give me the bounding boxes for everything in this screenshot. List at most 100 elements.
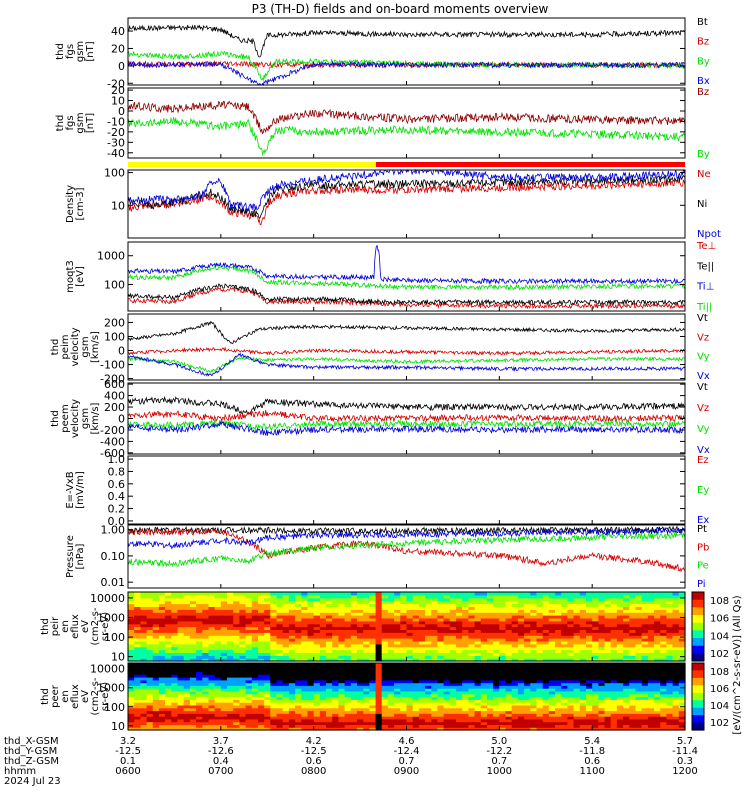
spectrogram-cell bbox=[586, 620, 593, 625]
spectrogram-cell bbox=[561, 635, 568, 639]
spectrogram-cell bbox=[641, 693, 649, 698]
spectrogram-cell bbox=[635, 597, 643, 602]
spectrogram-cell bbox=[227, 629, 234, 633]
spectrogram-cell bbox=[654, 696, 661, 700]
spectrogram-cell bbox=[610, 600, 618, 605]
spectrogram-cell bbox=[468, 724, 476, 728]
spectrogram-cell bbox=[548, 655, 556, 659]
spectrogram-cell bbox=[214, 693, 222, 698]
spectrogram-cell bbox=[474, 710, 482, 714]
spectrogram-cell bbox=[635, 674, 643, 678]
spectrogram-cell bbox=[425, 652, 432, 656]
spectrogram-cell bbox=[474, 623, 482, 628]
spectrogram-cell bbox=[245, 696, 253, 700]
spectrogram-cell bbox=[239, 609, 247, 613]
spectrogram-cell bbox=[264, 632, 271, 636]
spectrogram-cell bbox=[264, 702, 271, 706]
spectrogram-cell bbox=[678, 663, 686, 667]
spectrogram-cell bbox=[251, 724, 259, 728]
spectrogram-cell bbox=[524, 594, 531, 599]
spectrogram-cell bbox=[579, 679, 587, 684]
spectrogram-cell bbox=[666, 635, 674, 639]
spectrogram-cell bbox=[171, 713, 179, 717]
spectrogram-cell bbox=[542, 620, 550, 625]
spectrogram-cell bbox=[375, 718, 383, 723]
spectrogram-cell bbox=[369, 594, 377, 599]
spectrogram-cell bbox=[573, 688, 581, 692]
spectrogram-cell bbox=[375, 617, 383, 622]
spectrogram-cell bbox=[146, 603, 154, 607]
spectrogram-cell bbox=[517, 635, 525, 639]
spectrogram-cell bbox=[431, 710, 439, 714]
spectrogram-cell bbox=[282, 594, 290, 599]
spectrogram-cell bbox=[350, 655, 358, 659]
spectrogram-cell bbox=[319, 713, 327, 717]
spectrogram-cell bbox=[319, 696, 327, 700]
spectrogram-cell bbox=[307, 668, 315, 672]
spectrogram-cell bbox=[344, 623, 352, 628]
spectrogram-cell bbox=[530, 594, 538, 599]
spectrogram-cell bbox=[332, 612, 339, 616]
spectrogram-cell bbox=[233, 707, 240, 712]
spectrogram-cell bbox=[177, 609, 185, 613]
spectrogram-cell bbox=[412, 671, 420, 675]
spectrogram-cell bbox=[134, 677, 141, 681]
spectrogram-cell bbox=[499, 707, 507, 712]
spectrogram-cell bbox=[536, 603, 544, 607]
spectrogram-cell bbox=[220, 600, 228, 605]
spectrogram-cell bbox=[511, 649, 519, 653]
spectrogram-cell bbox=[171, 658, 179, 662]
spectrogram-cell bbox=[171, 693, 179, 698]
spectrogram-cell bbox=[505, 635, 513, 639]
spectrogram-cell bbox=[412, 721, 420, 725]
spectrogram-cell bbox=[505, 594, 513, 599]
spectrogram-cell bbox=[307, 646, 315, 651]
spectrogram-cell bbox=[666, 707, 674, 712]
spectrogram-cell bbox=[350, 615, 358, 619]
spectrogram-cell bbox=[158, 690, 166, 695]
spectrogram-cell bbox=[660, 713, 667, 717]
spectrogram-cell bbox=[227, 597, 234, 602]
spectrogram-cell bbox=[369, 620, 377, 625]
spectrogram-cell bbox=[499, 640, 507, 645]
spectrogram-cell bbox=[480, 663, 488, 667]
spectrogram-cell bbox=[146, 713, 154, 717]
series-line-ion-velocity-1 bbox=[127, 346, 686, 356]
spectrogram-cell bbox=[152, 677, 160, 681]
spectrogram-cell bbox=[425, 655, 432, 659]
spectrogram-cell bbox=[128, 600, 135, 605]
colorbar-segment bbox=[692, 653, 704, 662]
spectrogram-cell bbox=[592, 727, 599, 731]
spectrogram-cell bbox=[239, 629, 247, 633]
spectrogram-cell bbox=[171, 688, 179, 692]
spectrogram-cell bbox=[313, 713, 321, 717]
spectrogram-cell bbox=[196, 600, 203, 605]
spectrogram-cell bbox=[134, 655, 141, 659]
spectrogram-cell bbox=[381, 704, 389, 709]
legend-label: Bt bbox=[697, 17, 708, 28]
spectrogram-cell bbox=[227, 606, 234, 610]
spectrogram-cell bbox=[610, 685, 618, 689]
spectrogram-cell bbox=[511, 668, 519, 672]
spectrogram-cell bbox=[660, 679, 667, 684]
spectrogram-cell bbox=[586, 623, 593, 628]
spectrogram-cell bbox=[134, 638, 141, 642]
spectrogram-cell bbox=[270, 626, 278, 630]
spectrogram-cell bbox=[635, 699, 643, 703]
spectrogram-cell bbox=[152, 693, 160, 698]
spectrogram-cell bbox=[152, 696, 160, 700]
spectrogram-cell bbox=[406, 606, 414, 610]
spectrogram-cell bbox=[202, 690, 210, 695]
spectrogram-cell bbox=[524, 635, 531, 639]
spectrogram-cell bbox=[189, 617, 197, 622]
spectrogram-cell bbox=[227, 652, 234, 656]
spectrogram-cell bbox=[301, 635, 309, 639]
spectrogram-cell bbox=[524, 682, 531, 686]
spectrogram-cell bbox=[344, 707, 352, 712]
spectrogram-cell bbox=[493, 623, 500, 628]
spectrogram-cell bbox=[573, 710, 581, 714]
spectrogram-cell bbox=[468, 727, 476, 731]
spectrogram-cell bbox=[462, 668, 469, 672]
spectrogram-cell bbox=[276, 649, 284, 653]
spectrogram-cell bbox=[672, 632, 680, 636]
